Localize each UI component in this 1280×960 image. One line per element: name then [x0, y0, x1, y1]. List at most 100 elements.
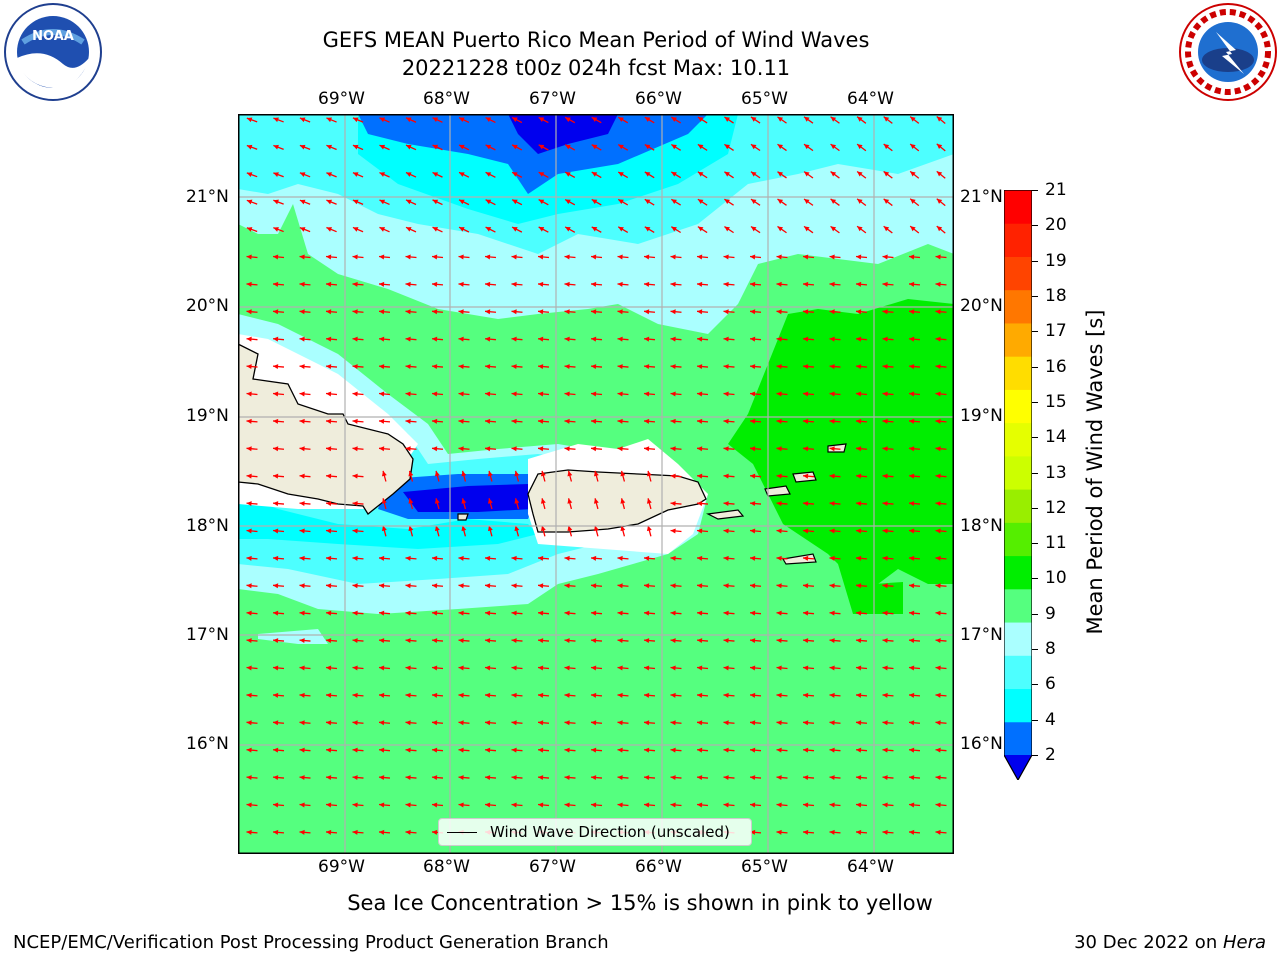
wave-direction-arrowhead — [670, 281, 676, 287]
wave-direction-arrowhead — [352, 720, 358, 726]
wave-direction-arrowhead — [405, 227, 412, 232]
wave-direction-arrowhead — [803, 829, 809, 835]
wave-direction-arrowhead — [381, 470, 387, 477]
wave-direction-arrowhead — [538, 802, 544, 808]
colorbar-tick-mark — [1032, 507, 1038, 509]
wave-direction-arrowhead — [670, 418, 676, 424]
wave-direction-arrowhead — [432, 117, 439, 123]
wave-direction-arrowhead — [776, 501, 782, 507]
lon-label-bottom: 64°W — [847, 857, 894, 877]
wave-direction-arrowhead — [458, 802, 464, 808]
colorbar-tick-label: 6 — [1045, 674, 1056, 695]
wave-direction-arrowhead — [856, 802, 862, 808]
wave-direction-arrowhead — [273, 583, 279, 589]
wave-direction-arrowhead — [299, 583, 305, 589]
wave-direction-arrowhead — [591, 117, 598, 122]
wave-direction-arrowhead — [750, 116, 757, 122]
wave-direction-arrowhead — [697, 418, 703, 424]
wave-direction-arrowhead — [723, 720, 729, 726]
wave-direction-arrowhead — [246, 473, 252, 479]
wave-direction-arrowhead — [485, 336, 491, 342]
wave-direction-arrowhead — [644, 747, 650, 753]
colorbar-segment — [1004, 489, 1032, 523]
wave-direction-arrowhead — [803, 501, 809, 507]
colorbar-tick-mark — [1032, 260, 1038, 262]
wave-direction-arrowhead — [697, 775, 703, 781]
wave-direction-arrowhead — [485, 638, 491, 644]
wave-direction-arrowhead — [458, 692, 464, 698]
wave-direction-arrowhead — [434, 498, 440, 504]
wave-direction-arrowhead — [564, 775, 570, 781]
wave-direction-arrowhead — [670, 610, 676, 616]
wave-direction-arrowhead — [299, 309, 305, 315]
wave-direction-arrowhead — [246, 528, 252, 534]
wave-direction-arrowhead — [910, 116, 916, 122]
wave-direction-arrowhead — [882, 364, 888, 370]
wave-direction-arrowhead — [273, 747, 279, 753]
wave-direction-arrowhead — [776, 692, 782, 698]
wave-direction-arrowhead — [803, 665, 809, 671]
lat-label-right: 20°N — [960, 296, 1003, 316]
wave-direction-arrowhead — [882, 775, 888, 781]
wave-direction-arrowhead — [458, 281, 464, 287]
wave-direction-arrowhead — [434, 470, 440, 477]
wave-direction-arrowhead — [644, 336, 650, 342]
wave-direction-arrowhead — [352, 747, 358, 753]
wind-wave-arrows — [246, 116, 947, 835]
wave-direction-arrowhead — [538, 610, 544, 616]
colorbar-segment — [1004, 555, 1032, 590]
wave-direction-arrowhead — [379, 692, 385, 698]
colorbar-tick-label: 12 — [1045, 497, 1067, 518]
colorbar-tick-mark — [1032, 719, 1038, 721]
wave-direction-arrowhead — [511, 747, 517, 753]
wave-direction-arrowhead — [379, 391, 385, 397]
wave-direction-arrowhead — [750, 391, 756, 397]
wave-direction-arrowhead — [882, 555, 888, 561]
colorbar-tick-mark — [1032, 684, 1038, 686]
wave-direction-arrowhead — [644, 281, 650, 287]
wave-direction-arrowhead — [829, 391, 835, 397]
wave-direction-arrowhead — [644, 391, 650, 397]
wave-direction-arrowhead — [273, 309, 279, 315]
wave-direction-arrowhead — [246, 309, 252, 315]
colorbar-tick-label: 4 — [1045, 709, 1056, 730]
wave-direction-arrowhead — [538, 775, 544, 781]
wave-direction-arrowhead — [273, 775, 279, 781]
wave-direction-arrowhead — [750, 747, 756, 753]
wave-direction-arrowhead — [591, 802, 597, 808]
wave-direction-arrowhead — [830, 171, 837, 177]
wave-direction-arrowhead — [777, 144, 784, 150]
wave-direction-arrowhead — [564, 692, 570, 698]
wave-direction-arrowhead — [697, 364, 703, 370]
wave-direction-arrowhead — [776, 665, 782, 671]
wave-direction-arrowhead — [273, 829, 279, 835]
wave-direction-arrowhead — [405, 336, 411, 342]
wave-direction-arrowhead — [432, 418, 438, 424]
wave-direction-arrowhead — [405, 665, 411, 671]
wave-direction-arrowhead — [564, 281, 570, 287]
wave-direction-arrowhead — [617, 391, 623, 397]
wave-direction-arrowhead — [591, 336, 597, 342]
wave-direction-arrowhead — [379, 583, 385, 589]
wave-direction-arrowhead — [326, 747, 332, 753]
wave-direction-arrowhead — [352, 802, 358, 808]
wave-direction-arrowhead — [434, 525, 440, 532]
wave-direction-arrowhead — [326, 802, 332, 808]
wave-direction-arrowhead — [776, 364, 782, 370]
wave-direction-arrowhead — [432, 555, 438, 561]
wave-direction-arrowhead — [540, 498, 546, 504]
wave-direction-arrowhead — [856, 555, 862, 561]
colorbar-tick-label: 21 — [1045, 180, 1067, 200]
wave-direction-arrowhead — [697, 720, 703, 726]
colorbar-tick-label: 8 — [1045, 639, 1056, 660]
wave-direction-arrowhead — [882, 829, 888, 835]
wave-direction-arrowhead — [512, 144, 518, 150]
wave-direction-arrowhead — [882, 747, 888, 753]
wave-direction-arrowhead — [830, 198, 837, 204]
colorbar-segment — [1004, 190, 1032, 224]
wave-direction-arrowhead — [697, 144, 704, 150]
wave-direction-arrowhead — [750, 638, 756, 644]
wave-direction-arrowhead — [883, 198, 890, 204]
wave-direction-arrowhead — [273, 336, 279, 342]
wave-direction-arrowhead — [538, 418, 544, 424]
